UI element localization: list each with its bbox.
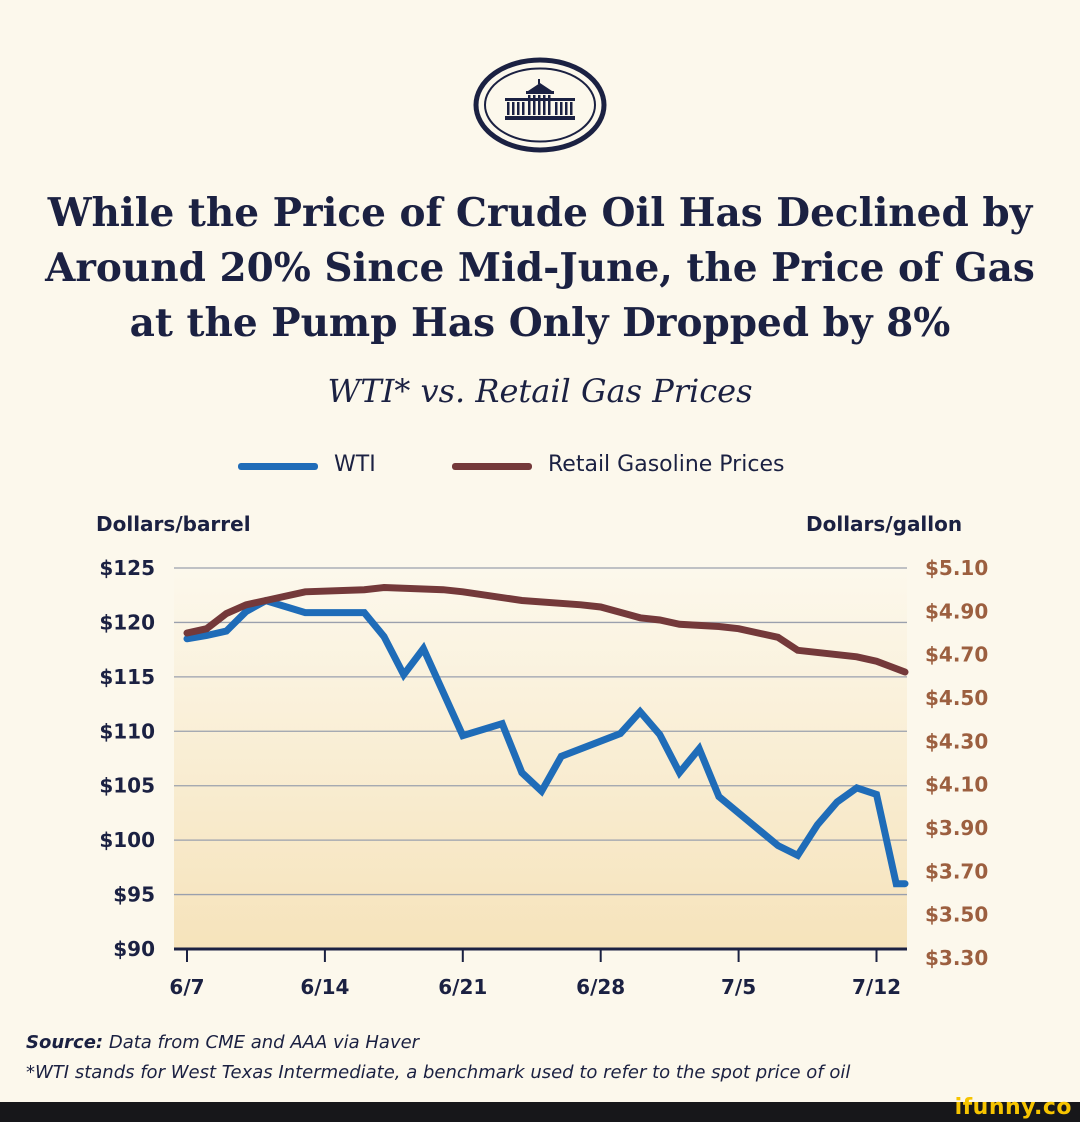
title-line: Around 20% Since Mid-June, the Price of … <box>45 245 1035 291</box>
bottom-bar: ifunny.co <box>0 1095 1080 1122</box>
plot-background <box>174 568 907 949</box>
source-text: Data from CME and AAA via Haver <box>103 1032 420 1053</box>
right-tick-label: $3.50 <box>925 903 988 927</box>
left-tick-label: $90 <box>113 937 155 961</box>
left-tick-label: $120 <box>99 610 155 634</box>
title-line: at the Pump Has Only Dropped by 8% <box>129 300 951 346</box>
left-tick-label: $110 <box>99 719 155 743</box>
chart-subtitle: WTI* vs. Retail Gas Prices <box>327 372 753 410</box>
right-tick-label: $3.90 <box>925 816 988 840</box>
gasoline-price-line <box>183 583 909 676</box>
x-tick-label: 7/5 <box>721 975 756 999</box>
right-tick-label: $5.10 <box>925 556 988 580</box>
right-tick-label: $4.10 <box>925 773 988 797</box>
legend-swatch-wti <box>238 463 318 470</box>
title-line: While the Price of Crude Oil Has Decline… <box>47 190 1033 236</box>
line-chart: $90 $95 $100 $105 $110 $115 $120 $125 $3.30 $3.50… <box>99 556 988 999</box>
legend-label-wti: WTI <box>334 452 376 477</box>
right-tick-label: $4.50 <box>925 686 988 710</box>
left-tick-label: $115 <box>99 665 155 689</box>
right-tick-label: $4.90 <box>925 599 988 623</box>
x-tick-label: 6/7 <box>169 975 204 999</box>
footnotes: Source: Data from CME and AAA via Haver … <box>26 1028 850 1088</box>
left-axis-title: Dollars/barrel <box>96 512 251 536</box>
watermark: ifunny.co <box>954 1095 1072 1120</box>
left-tick-label: $95 <box>113 883 155 907</box>
right-tick-label: $4.70 <box>925 643 988 667</box>
right-tick-label: $4.30 <box>925 729 988 753</box>
source-line: Source: Data from CME and AAA via Haver <box>26 1028 850 1058</box>
left-tick-label: $105 <box>99 774 155 798</box>
legend-swatch-gas <box>452 463 532 470</box>
x-tick-label: 6/14 <box>300 975 349 999</box>
x-tick-label: 7/12 <box>852 975 901 999</box>
wti-price-line <box>183 596 909 888</box>
footnote-line: *WTI stands for West Texas Intermediate,… <box>26 1062 851 1083</box>
x-tick-label: 6/21 <box>438 975 487 999</box>
left-tick-label: $100 <box>99 828 155 852</box>
right-tick-label: $3.30 <box>925 946 988 970</box>
right-tick-label: $3.70 <box>925 859 988 883</box>
page-title: While the Price of Crude Oil Has Decline… <box>40 186 1040 351</box>
white-house-seal-icon <box>473 57 607 153</box>
right-axis-title: Dollars/gallon <box>806 512 963 536</box>
legend-label-gas: Retail Gasoline Prices <box>548 452 785 477</box>
source-label: Source: <box>26 1032 104 1053</box>
left-tick-label: $125 <box>99 556 155 580</box>
x-tick-label: 6/28 <box>576 975 625 999</box>
